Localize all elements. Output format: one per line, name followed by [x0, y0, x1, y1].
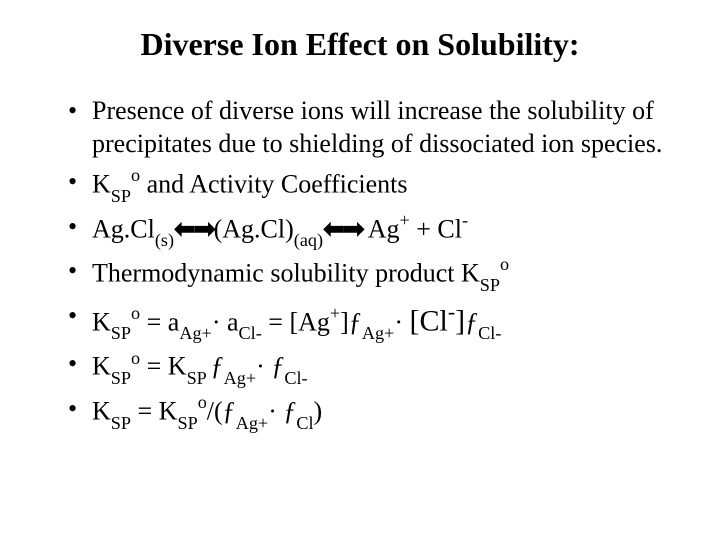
b7-sl: /(ƒ [207, 397, 236, 426]
b4-a: Thermodynamic solubility product K [92, 259, 480, 288]
b3-arrows2: ⬅➡ [323, 213, 363, 243]
b2-sup: o [131, 165, 140, 185]
b5-k: K [92, 307, 111, 336]
b5-eq2: = [Ag [262, 307, 330, 336]
bullet-1: Presence of diverse ions will increase t… [74, 95, 670, 160]
b3-c: Ag [363, 214, 400, 243]
b6-o: o [131, 348, 140, 368]
b5-sp: SP [111, 323, 131, 343]
b6-f1: ƒ [211, 352, 224, 381]
b6-fcl: Cl- [284, 368, 307, 388]
b3-plus: + [400, 210, 410, 230]
b3-d: + Cl [410, 214, 462, 243]
b5-dot2: · [394, 307, 409, 336]
b5-eq: = a [140, 307, 179, 336]
bullet-7: KSP = KSPo/(ƒAg+· ƒCl) [74, 393, 670, 432]
b7-sp2: SP [177, 413, 197, 433]
b6-sp: SP [111, 368, 131, 388]
bullet-3: Ag.Cl(s)⬅➡(Ag.Cl)(aq)⬅➡ Ag+ + Cl- [74, 211, 670, 250]
b7-dot: · [268, 397, 283, 426]
bullet-list: Presence of diverse ions will increase t… [50, 95, 670, 432]
b5-big: [Cl [410, 304, 448, 337]
b5-fcl: Cl- [478, 323, 501, 343]
b3-a: Ag.Cl [92, 214, 155, 243]
bullet-1-text: Presence of diverse ions will increase t… [92, 96, 662, 158]
bullet-2: KSPo and Activity Coefficients [74, 166, 670, 205]
b7-eq: = K [131, 397, 177, 426]
b3-sub-s: (s) [155, 230, 174, 250]
b5-fag: Ag+ [362, 323, 395, 343]
bullet-5: KSPo = aAg+· aCl- = [Ag+]ƒAg+· [Cl-]ƒCl- [74, 300, 670, 343]
b5-dot: · [212, 307, 227, 336]
b7-o: o [198, 392, 207, 412]
b3-sub-aq: (aq) [294, 230, 323, 250]
b3-minus: - [462, 210, 468, 230]
b4-sub: SP [480, 275, 500, 295]
b2-post: and Activity Coefficients [140, 170, 407, 199]
b5-brf: ]ƒ [340, 307, 362, 336]
b7-k: K [92, 397, 111, 426]
b5-f2: ƒ [465, 307, 478, 336]
b5-a2: a [227, 307, 239, 336]
b2-k: K [92, 170, 111, 199]
b7-fag: Ag+ [236, 413, 269, 433]
b6-eq: = K [140, 352, 186, 381]
bullet-6: KSPo = KSP ƒAg+· ƒCl- [74, 348, 670, 387]
b6-sp2: SP [187, 368, 211, 388]
b7-f2: ƒ [283, 397, 296, 426]
b7-end: ) [314, 397, 323, 426]
b2-sub: SP [111, 186, 131, 206]
b6-fag: Ag+ [224, 368, 257, 388]
b6-k: K [92, 352, 111, 381]
b5-brf2: ] [455, 304, 465, 337]
b3-b: (Ag.Cl) [214, 214, 294, 243]
b5-minus: - [448, 299, 455, 324]
b5-aag: Ag+ [179, 323, 212, 343]
b5-acl: Cl- [239, 323, 262, 343]
bullet-4: Thermodynamic solubility product KSPo [74, 255, 670, 294]
b7-sp: SP [111, 413, 131, 433]
b5-o: o [131, 303, 140, 323]
slide-title: Diverse Ion Effect on Solubility: [50, 26, 670, 63]
b3-arrows1: ⬅➡ [174, 213, 214, 243]
b4-sup: o [500, 254, 509, 274]
b6-f2: ƒ [271, 352, 284, 381]
b7-fcl: Cl [296, 413, 313, 433]
b6-dot: · [256, 352, 271, 381]
b5-plus: + [330, 303, 340, 323]
